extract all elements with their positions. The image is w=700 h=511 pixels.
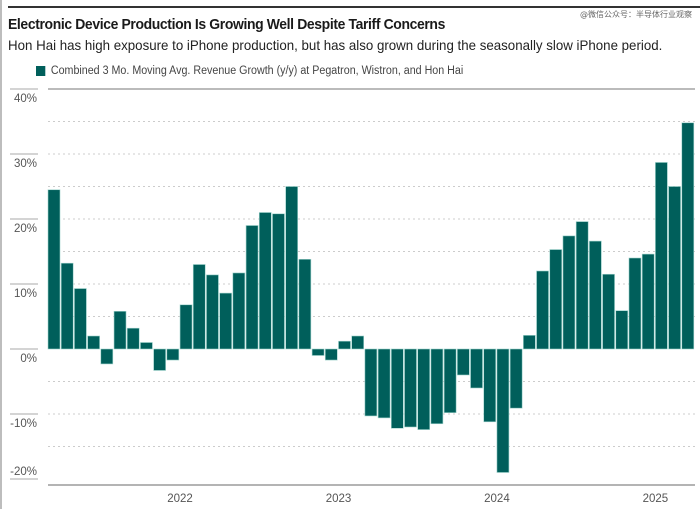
- bar: [641, 253, 655, 350]
- bar: [404, 348, 417, 428]
- bar: [589, 240, 602, 350]
- bar: [206, 274, 219, 350]
- bar: [496, 348, 510, 473]
- bar: [549, 249, 563, 350]
- x-tick-label: 2024: [484, 493, 510, 505]
- bar: [364, 348, 378, 417]
- bar: [140, 342, 153, 350]
- bar: [153, 348, 166, 371]
- bar: [113, 310, 127, 350]
- legend-swatch: [36, 66, 46, 76]
- bar: [417, 348, 431, 430]
- bar: [628, 257, 642, 350]
- bar: [655, 162, 668, 350]
- bar: [562, 235, 576, 350]
- bar: [192, 264, 206, 350]
- top-rule: [8, 6, 700, 8]
- bar: [377, 348, 391, 419]
- y-tick-label: 0%: [20, 353, 37, 365]
- bar: [100, 348, 114, 365]
- bar: [391, 348, 404, 429]
- bar: [430, 348, 444, 425]
- bar: [457, 348, 470, 376]
- x-tick-label: 2025: [643, 493, 669, 505]
- bar: [74, 288, 87, 350]
- bar: [602, 273, 615, 350]
- bar: [324, 348, 338, 361]
- y-tick-label: 40%: [14, 93, 37, 105]
- bar: [615, 310, 629, 350]
- x-tick-label: 2023: [326, 493, 352, 505]
- bar: [311, 348, 325, 356]
- bar: [470, 348, 483, 389]
- bar: [285, 186, 298, 350]
- bar: [298, 258, 312, 350]
- bar: [272, 213, 285, 350]
- bar: [681, 122, 695, 350]
- y-tick-label: 10%: [14, 288, 37, 300]
- legend: Combined 3 Mo. Moving Avg. Revenue Growt…: [36, 65, 463, 77]
- bar: [47, 189, 61, 350]
- bar: [87, 335, 100, 350]
- bar: [509, 348, 523, 409]
- bar: [338, 340, 351, 350]
- chart-subtitle: Hon Hai has high exposure to iPhone prod…: [8, 37, 663, 53]
- y-tick-label: 20%: [14, 223, 37, 235]
- y-tick-label: 30%: [14, 158, 37, 170]
- x-tick-label: 2022: [167, 493, 193, 505]
- bar: [258, 212, 272, 350]
- y-tick-label: -10%: [10, 418, 37, 430]
- bar: [575, 221, 589, 350]
- legend-label: Combined 3 Mo. Moving Avg. Revenue Growt…: [50, 65, 464, 77]
- bar: [60, 262, 74, 350]
- bar: [351, 335, 364, 350]
- chart-title: Electronic Device Production Is Growing …: [8, 16, 445, 33]
- bar: [483, 348, 497, 423]
- bar: [232, 272, 246, 350]
- bar: [443, 348, 457, 414]
- bar: [523, 335, 536, 350]
- bar: [245, 225, 259, 350]
- watermark: @微信公众号：半导体行业观察: [580, 10, 692, 19]
- bar: [166, 348, 180, 361]
- bar: [179, 304, 193, 350]
- y-tick-label: -20%: [10, 466, 37, 478]
- bar: [668, 186, 681, 350]
- bar: [536, 270, 549, 350]
- bar: [219, 292, 232, 350]
- bar: [126, 327, 140, 350]
